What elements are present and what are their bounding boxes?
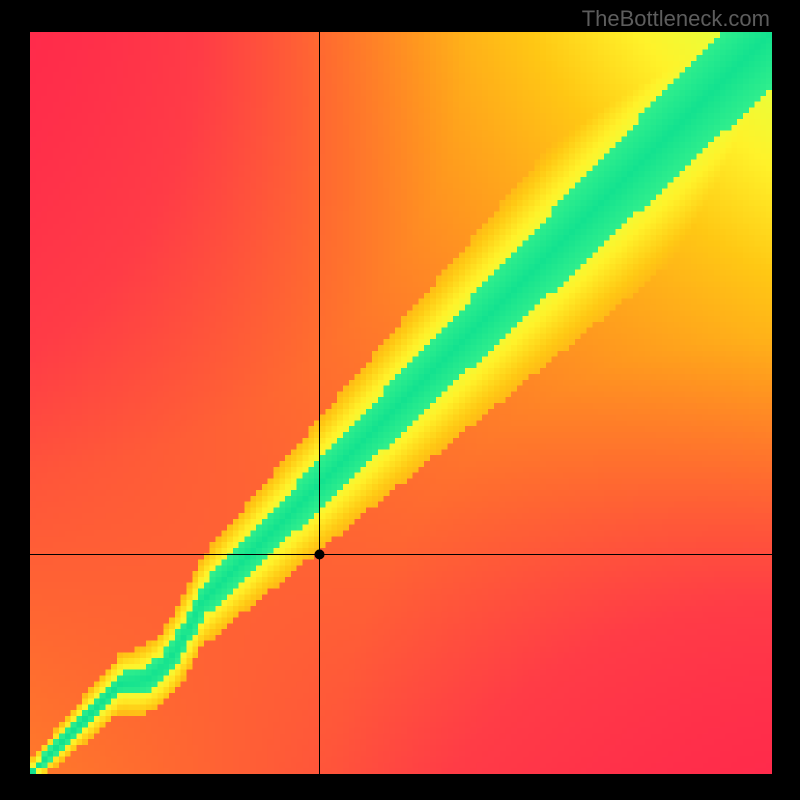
chart-container: { "watermark": "TheBottleneck.com", "wat… [0,0,800,800]
crosshair-overlay [30,32,772,774]
watermark-text: TheBottleneck.com [582,6,770,32]
